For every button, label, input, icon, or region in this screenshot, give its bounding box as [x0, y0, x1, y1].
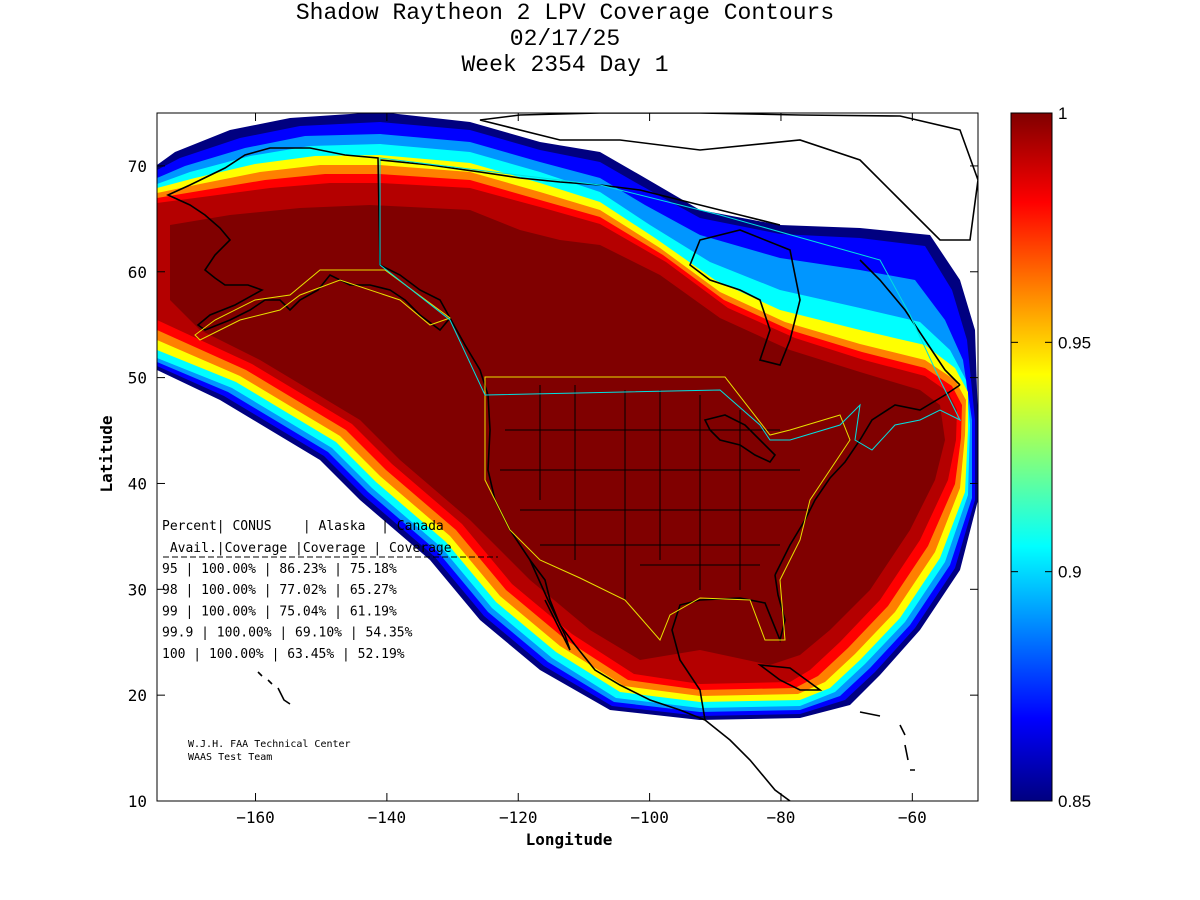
y-tick-label: 30 [128, 580, 147, 599]
canada-west-coast [449, 317, 489, 396]
hawaii [257, 671, 291, 705]
state-borders [500, 385, 810, 600]
x-axis-label: Longitude [526, 830, 613, 849]
cuba [757, 663, 823, 691]
coverage-table: Percent| CONUS | Alaska | Canada Avail.|… [162, 519, 498, 662]
table-header-row-1: Percent| CONUS | Alaska | Canada [162, 519, 444, 534]
colorbar [1010, 112, 1053, 802]
map-title: Shadow Raytheon 2 LPV Coverage Contours [295, 0, 835, 26]
y-tick-label: 40 [128, 474, 147, 493]
conus-alaska-boundary [194, 269, 851, 641]
hudson-bay [689, 229, 801, 366]
arctic-coast [379, 159, 781, 226]
y-tick-label: 70 [128, 157, 147, 176]
credit-line-1: W.J.H. FAA Technical Center [188, 739, 351, 750]
credit-line-2: WAAS Test Team [188, 752, 272, 763]
colorbar-ticks: 0.85 0.9 0.95 1 [1011, 104, 1091, 811]
y-tick-label: 60 [128, 263, 147, 282]
us-east-coast [774, 384, 961, 576]
plot-frame [156, 112, 979, 802]
table-rows: 95 | 100.00% | 86.23% | 75.18% 98 | 100.… [162, 562, 413, 662]
x-tick-label: −60 [898, 808, 927, 827]
map-date: 02/17/25 [509, 26, 621, 52]
colorbar-tick-label: 1 [1058, 104, 1067, 123]
x-tick-label: −80 [767, 808, 796, 827]
colorbar-tick-label: 0.95 [1058, 333, 1091, 352]
y-tick-label: 50 [128, 369, 147, 388]
table-row: 95 | 100.00% | 86.23% | 75.18% [162, 562, 397, 577]
table-row: 98 | 100.00% | 77.02% | 65.27% [162, 583, 397, 598]
colorbar-tick-label: 0.9 [1058, 563, 1082, 582]
table-row: 99 | 100.00% | 75.04% | 61.19% [162, 604, 397, 619]
table-header-row-2: Avail.|Coverage |Coverage | Coverage [162, 541, 452, 556]
y-tick-label: 10 [128, 792, 147, 811]
x-tick-label: −120 [499, 808, 538, 827]
greenland [479, 113, 978, 241]
central-america [704, 719, 791, 801]
colorbar-tick-label: 0.85 [1058, 792, 1091, 811]
great-lakes [703, 414, 777, 464]
y-axis-label: Latitude [97, 415, 116, 492]
x-tick-label: −100 [630, 808, 669, 827]
x-tick-label: −160 [236, 808, 275, 827]
table-row: 99.9 | 100.00% | 69.10% | 54.35% [162, 626, 413, 641]
caribbean-islands [859, 711, 915, 771]
band-max [170, 205, 945, 665]
table-row: 100 | 100.00% | 63.45% | 52.19% [162, 647, 405, 662]
x-tick-label: −140 [368, 808, 407, 827]
axis-ticks: −160 −140 −120 −100 −80 −60 10 20 30 40 50 60 70 [128, 113, 978, 827]
alaska-coast [166, 147, 451, 332]
credit-text: W.J.H. FAA Technical Center WAAS Test Te… [188, 739, 351, 763]
y-tick-label: 20 [128, 686, 147, 705]
coastlines [166, 113, 978, 801]
canada-boundary [379, 157, 962, 451]
baja-california [529, 559, 571, 651]
map-week-day: Week 2354 Day 1 [461, 52, 669, 78]
